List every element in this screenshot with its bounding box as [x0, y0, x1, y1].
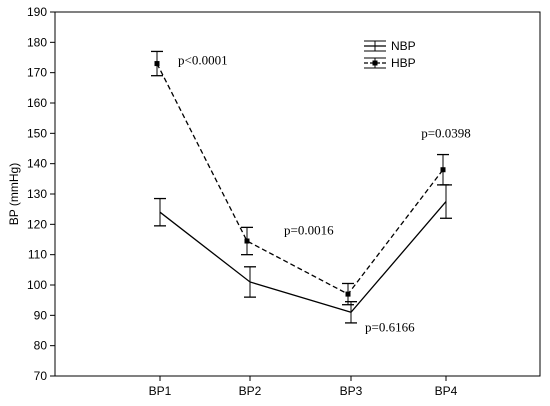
series-layer: [151, 50, 452, 324]
y-axis-title: BP (mmHg): [7, 163, 21, 225]
legend: NBP HBP: [364, 39, 416, 70]
error-bar: [154, 197, 166, 227]
legend-label: HBP: [391, 56, 416, 70]
x-axis-ticks: BP1 BP2 BP3 BP4: [149, 376, 458, 398]
y-tick-label: 130: [27, 187, 47, 201]
x-tick-label: BP3: [340, 384, 363, 398]
p-value-annotation: p=0.6166: [365, 319, 415, 334]
series-nbp: [154, 184, 452, 324]
x-tick-label: BP2: [239, 384, 262, 398]
y-tick-label: 140: [27, 157, 47, 171]
y-axis-ticks: 70 80 90 100 110 120 130 140 150 160 170 180 190: [27, 5, 55, 383]
y-tick-label: 70: [34, 369, 48, 383]
y-tick-label: 150: [27, 126, 47, 140]
legend-label: NBP: [391, 39, 416, 53]
error-bar: [440, 184, 452, 219]
data-point: [345, 291, 351, 297]
legend-item-hbp: HBP: [364, 56, 416, 70]
y-tick-label: 120: [27, 217, 47, 231]
data-point: [154, 61, 160, 67]
y-tick-label: 190: [27, 5, 47, 19]
y-tick-label: 110: [28, 248, 47, 262]
plot-frame: [54, 11, 541, 377]
legend-item-nbp: NBP: [364, 39, 416, 53]
p-value-annotation: p=0.0016: [284, 222, 334, 237]
p-value-annotation: p=0.0398: [421, 125, 471, 140]
axes: [54, 11, 541, 377]
data-point: [440, 167, 446, 173]
y-tick-label: 160: [27, 96, 47, 110]
error-bar: [244, 266, 256, 298]
y-tick-label: 100: [27, 278, 47, 292]
p-value-annotation: p<0.0001: [178, 53, 228, 68]
annotations: p<0.0001 p=0.0016 p=0.6166 p=0.0398: [178, 53, 471, 335]
x-tick-label: BP4: [435, 384, 458, 398]
y-tick-label: 90: [34, 308, 48, 322]
series-line-nbp: [159, 201, 447, 314]
y-tick-label: 80: [34, 339, 48, 353]
y-tick-label: 170: [27, 66, 47, 80]
x-tick-label: BP1: [149, 384, 172, 398]
series-hbp: [151, 50, 449, 306]
y-tick-label: 180: [27, 35, 47, 49]
series-line-hbp: [156, 63, 444, 295]
data-point: [244, 238, 250, 244]
